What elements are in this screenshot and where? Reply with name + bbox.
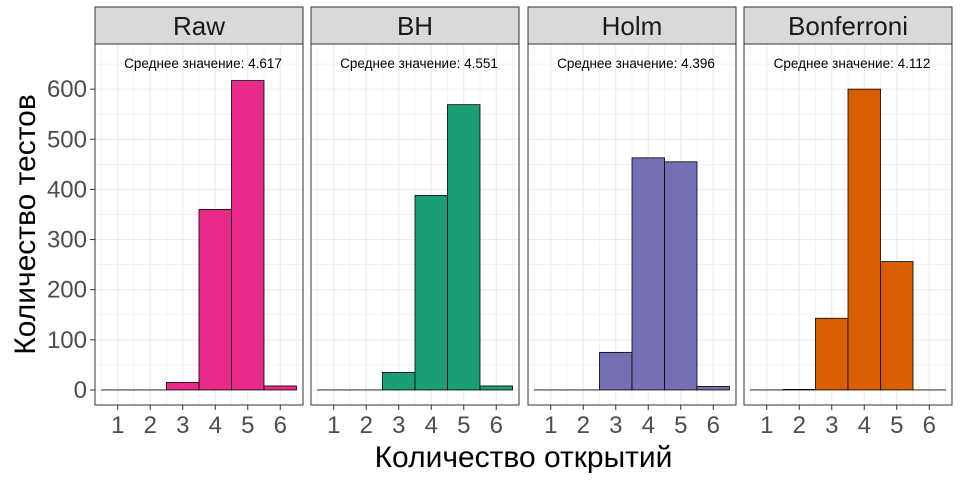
bar (479, 385, 513, 391)
y-tick-label: 200 (47, 277, 87, 304)
x-tick-label: 6 (490, 412, 503, 439)
x-tick-label: 2 (577, 412, 590, 439)
x-tick-label: 1 (760, 412, 773, 439)
bar (696, 386, 730, 391)
bar (231, 80, 265, 391)
bar (198, 209, 232, 391)
bar (880, 261, 914, 391)
y-axis-title: Количество тестов (9, 94, 42, 355)
x-tick-label: 5 (457, 412, 470, 439)
x-tick-label: 4 (425, 412, 438, 439)
panel-bonferroni: Bonferroni Среднее значение: 4.112 1 2 3 4 5 6 (743, 6, 953, 439)
mean-annotation: Среднее значение: 4.551 (340, 56, 498, 71)
y-tick-label: 100 (47, 327, 87, 354)
bar (599, 351, 633, 391)
x-tick-label: 4 (209, 412, 222, 439)
y-tick-label: 600 (47, 76, 87, 103)
x-tick-label: 5 (241, 412, 254, 439)
facet-strip (527, 6, 737, 45)
bar (631, 157, 665, 391)
x-tick-label: 3 (609, 412, 622, 439)
mean-annotation: Среднее значение: 4.617 (124, 56, 282, 71)
x-tick-label: 6 (274, 412, 287, 439)
panel-border (94, 43, 304, 406)
bar (782, 389, 816, 391)
y-tick-label: 500 (47, 126, 87, 153)
panel-holm: Holm Среднее значение: 4.396 1 2 3 4 5 6 (527, 6, 737, 439)
mean-annotation: Среднее значение: 4.396 (557, 56, 715, 71)
x-tick-label: 2 (360, 412, 373, 439)
panel-raw: Raw Среднее значение: 4.617 1 2 3 4 5 6 (94, 6, 304, 439)
x-tick-label: 6 (707, 412, 720, 439)
x-axis-title: Количество открытий (375, 441, 673, 474)
x-tick-label: 5 (890, 412, 903, 439)
bar (166, 382, 200, 391)
x-tick-label: 5 (674, 412, 687, 439)
x-tick-label: 3 (392, 412, 405, 439)
x-tick-label: 1 (111, 412, 124, 439)
facet-strip (743, 6, 953, 45)
bar (382, 372, 416, 391)
bar (414, 195, 448, 391)
facet-strip (310, 6, 520, 45)
bar (847, 88, 881, 391)
y-tick-label: 400 (47, 176, 87, 203)
facet-strip-label: Bonferroni (788, 11, 908, 41)
bar (447, 104, 481, 391)
x-tick-label: 2 (144, 412, 157, 439)
x-tick-label: 3 (825, 412, 838, 439)
x-tick-label: 1 (327, 412, 340, 439)
x-tick-label: 2 (793, 412, 806, 439)
y-tick-label: 300 (47, 227, 87, 254)
facet-strip-label: Raw (173, 11, 225, 41)
bar (664, 161, 698, 391)
mean-annotation: Среднее значение: 4.112 (774, 56, 931, 71)
facet-strip-label: BH (397, 11, 433, 41)
y-axis: 0 100 200 300 400 500 600 (47, 76, 95, 404)
facet-strip-label: Holm (602, 11, 663, 41)
panel-bh: BH Среднее значение: 4.551 1 2 3 4 5 6 (310, 6, 520, 439)
x-tick-label: 4 (642, 412, 655, 439)
panel-border (743, 43, 953, 406)
panel-border (527, 43, 737, 406)
bar (815, 317, 849, 391)
panel-border (310, 43, 520, 406)
x-tick-label: 6 (923, 412, 936, 439)
bar (263, 385, 297, 391)
x-tick-label: 4 (858, 412, 871, 439)
y-tick-label: 0 (74, 377, 87, 404)
x-tick-label: 1 (544, 412, 557, 439)
x-tick-label: 3 (176, 412, 189, 439)
